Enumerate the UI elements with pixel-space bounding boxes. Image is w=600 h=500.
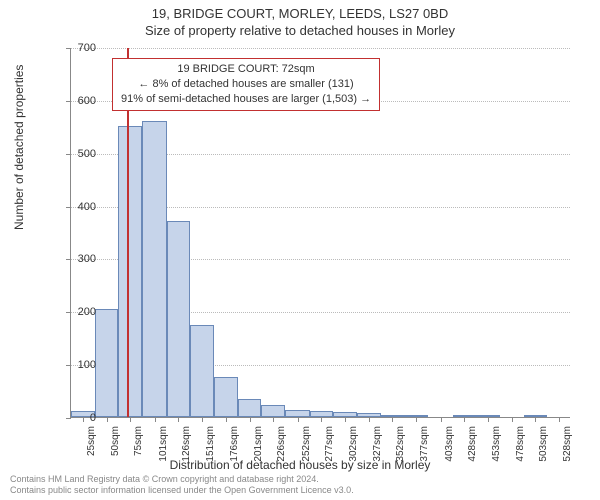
x-tick-mark xyxy=(130,417,131,422)
x-tick-label: 503sqm xyxy=(538,426,549,466)
histogram-bar xyxy=(167,221,191,417)
x-tick-label: 403sqm xyxy=(444,426,455,466)
footer-line-2: Contains public sector information licen… xyxy=(10,485,354,496)
y-tick-label: 300 xyxy=(56,253,96,265)
y-tick-label: 700 xyxy=(56,42,96,54)
x-tick-mark xyxy=(488,417,489,422)
x-tick-mark xyxy=(464,417,465,422)
y-tick-label: 100 xyxy=(56,359,96,371)
x-tick-label: 25sqm xyxy=(86,426,97,466)
histogram-bar xyxy=(214,377,238,417)
histogram-bar xyxy=(261,405,285,417)
x-tick-label: 151sqm xyxy=(205,426,216,466)
x-tick-mark xyxy=(202,417,203,422)
x-tick-mark xyxy=(512,417,513,422)
annotation-line-2: ← 8% of detached houses are smaller (131… xyxy=(121,77,371,92)
histogram-bar xyxy=(95,309,119,417)
annotation-line-3: 91% of semi-detached houses are larger (… xyxy=(121,92,371,107)
y-tick-label: 0 xyxy=(56,412,96,424)
x-tick-mark xyxy=(369,417,370,422)
x-tick-label: 528sqm xyxy=(562,426,573,466)
x-tick-label: 277sqm xyxy=(324,426,335,466)
y-tick-label: 600 xyxy=(56,95,96,107)
x-tick-label: 101sqm xyxy=(158,426,169,466)
x-tick-label: 176sqm xyxy=(229,426,240,466)
y-tick-label: 500 xyxy=(56,148,96,160)
x-tick-label: 377sqm xyxy=(419,426,430,466)
title-line-2: Size of property relative to detached ho… xyxy=(0,23,600,38)
attribution-footer: Contains HM Land Registry data © Crown c… xyxy=(10,474,354,497)
x-tick-mark xyxy=(559,417,560,422)
x-tick-mark xyxy=(441,417,442,422)
x-tick-label: 75sqm xyxy=(133,426,144,466)
y-tick-label: 200 xyxy=(56,306,96,318)
x-tick-label: 126sqm xyxy=(181,426,192,466)
histogram-bar xyxy=(285,410,309,417)
annotation-box: 19 BRIDGE COURT: 72sqm ← 8% of detached … xyxy=(112,58,380,111)
x-tick-mark xyxy=(345,417,346,422)
histogram-bar xyxy=(238,399,262,418)
x-tick-label: 327sqm xyxy=(372,426,383,466)
x-tick-label: 226sqm xyxy=(276,426,287,466)
y-tick-label: 400 xyxy=(56,201,96,213)
annotation-line-1: 19 BRIDGE COURT: 72sqm xyxy=(121,62,371,77)
x-tick-mark xyxy=(535,417,536,422)
x-tick-label: 352sqm xyxy=(395,426,406,466)
x-tick-mark xyxy=(178,417,179,422)
x-tick-label: 201sqm xyxy=(253,426,264,466)
x-tick-label: 50sqm xyxy=(110,426,121,466)
x-tick-mark xyxy=(226,417,227,422)
histogram-bar xyxy=(142,121,166,417)
x-tick-label: 453sqm xyxy=(491,426,502,466)
histogram-bar xyxy=(118,126,142,417)
x-tick-mark xyxy=(250,417,251,422)
histogram-bar xyxy=(190,325,214,418)
x-tick-mark xyxy=(392,417,393,422)
x-tick-mark xyxy=(416,417,417,422)
title-line-1: 19, BRIDGE COURT, MORLEY, LEEDS, LS27 0B… xyxy=(0,6,600,21)
x-tick-label: 478sqm xyxy=(515,426,526,466)
x-tick-mark xyxy=(155,417,156,422)
x-tick-mark xyxy=(107,417,108,422)
x-tick-label: 428sqm xyxy=(467,426,478,466)
x-tick-mark xyxy=(273,417,274,422)
x-tick-mark xyxy=(298,417,299,422)
gridline xyxy=(71,48,570,49)
chart-title: 19, BRIDGE COURT, MORLEY, LEEDS, LS27 0B… xyxy=(0,6,600,38)
x-tick-label: 302sqm xyxy=(348,426,359,466)
x-tick-mark xyxy=(321,417,322,422)
y-axis-label: Number of detached properties xyxy=(12,65,26,230)
x-tick-label: 252sqm xyxy=(301,426,312,466)
footer-line-1: Contains HM Land Registry data © Crown c… xyxy=(10,474,354,485)
